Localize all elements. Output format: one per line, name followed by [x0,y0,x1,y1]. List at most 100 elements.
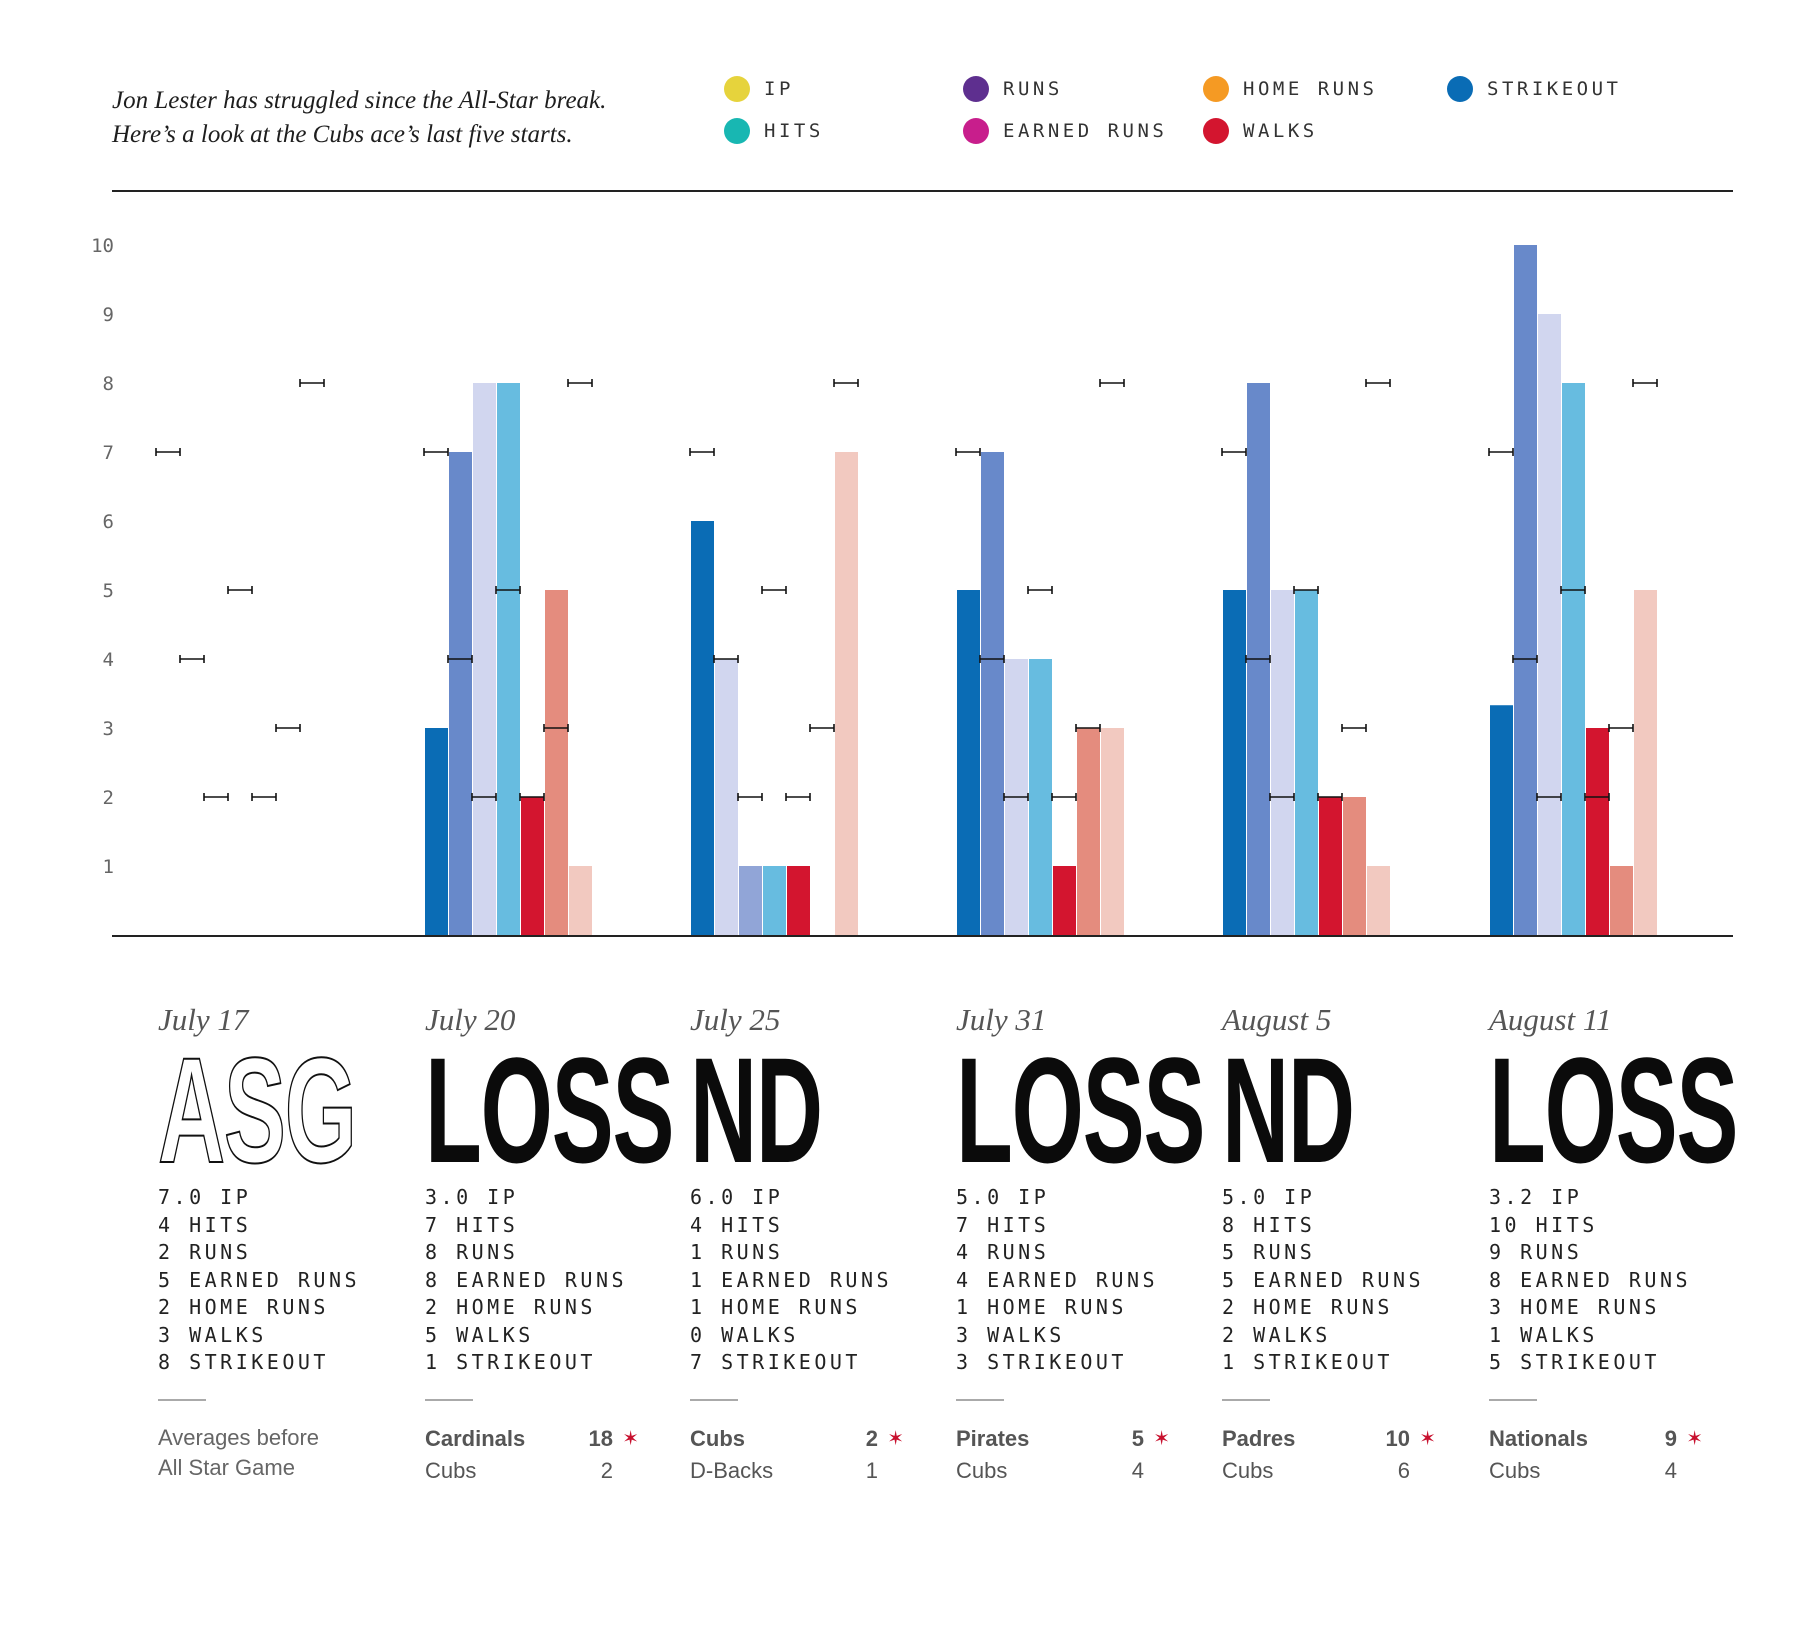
stat-line: 2 RUNS [158,1240,252,1264]
legend-item-home-runs: HOME RUNS [1203,76,1377,102]
stat-line: 5 EARNED RUNS [158,1267,361,1292]
legend-swatch-earned-runs [963,118,989,144]
separator [425,1398,473,1401]
game-column: July 25 ND 6.0 IP 4 HITS 1 RUNS 1 EARNED RUNS… [690,1000,930,1487]
team-runs: 5 [1131,1425,1144,1451]
legend-item-hits: HITS [724,118,824,144]
team-runs: 10 [1385,1425,1410,1451]
stat-list: 6.0 IP 4 HITS 1 RUNS 1 EARNED RUNS 1 HOME RU… [690,1184,930,1377]
stat-line: 9 RUNS [1489,1240,1583,1264]
score-row: Cardinals 18 ✶ [425,1423,665,1455]
game-column: August 5 ND 5.0 IP 8 HITS 5 RUNS 5 EARNED RUN… [1222,1000,1462,1487]
legend-swatch-strikeout [1447,76,1473,102]
bar-5-5 [1610,866,1633,935]
intro-line-2: Here’s a look at the Cubs ace’s last fiv… [112,121,573,148]
bar-5-3 [1562,383,1585,935]
stat-line: 5 RUNS [1222,1240,1316,1264]
final-score: Cardinals 18 ✶ Cubs 2 [425,1423,665,1487]
bar-2-6 [835,452,858,935]
winner-star-icon: ✶ [622,1427,639,1450]
winner-star-icon: ✶ [1419,1427,1436,1450]
legend-swatch-home-runs [1203,76,1229,102]
game-column: July 17 ASG 7.0 IP 4 HITS 2 RUNS 5 EARNED RUN… [157,1000,398,1483]
final-score: Padres 10 ✶ Cubs 6 [1222,1423,1462,1487]
bar-3-6 [1101,728,1124,935]
legend-swatch-walks [1203,118,1229,144]
averages-note: Averages before All Star Game [158,1423,398,1483]
stat-line: 2 HOME RUNS [1222,1295,1393,1319]
score-row: Nationals 9 ✶ [1489,1423,1729,1455]
y-tick-label: 3 [103,718,114,740]
score-row: Cubs 2 [425,1455,665,1487]
bar-4-4 [1319,797,1342,935]
stat-line: 8 HITS [1222,1212,1316,1237]
note-line: All Star Game [158,1454,295,1480]
game-date: July 25 [690,1002,781,1037]
y-tick-label: 10 [91,235,114,257]
stat-line: 3 WALKS [158,1322,267,1347]
team-runs: 6 [1397,1457,1410,1483]
stat-line: 8 STRIKEOUT [158,1350,329,1374]
stat-line: 7 HITS [956,1212,1050,1237]
team-runs: 9 [1664,1425,1677,1451]
bar-5-1 [1514,245,1537,935]
bar-5-4 [1586,728,1609,935]
bar-1-0 [425,728,448,935]
game-result: ND [690,1026,823,1194]
separator [158,1398,206,1401]
bar-5-6 [1634,590,1657,935]
bar-2-0 [691,521,714,935]
stat-line: 2 HOME RUNS [158,1295,329,1319]
stat-line: 10 HITS [1489,1212,1598,1237]
bar-5-2 [1538,314,1561,935]
game-date: July 20 [425,1002,516,1037]
stat-line: 2 WALKS [1222,1322,1331,1347]
stat-line: 7.0 IP [158,1185,252,1209]
winner-star-icon: ✶ [1153,1427,1170,1450]
stat-list: 3.2 IP 10 HITS 9 RUNS 8 EARNED RUNS 3 HOME R… [1489,1184,1729,1377]
game-date: August 11 [1489,1002,1612,1037]
game-column: July 20 LOSS 3.0 IP 7 HITS 8 RUNS 8 EARNED RU… [425,1000,674,1487]
team-name: Cubs [956,1457,1008,1483]
stat-line: 8 EARNED RUNS [1489,1267,1692,1292]
game-column: August 11 LOSS 3.2 IP 10 HITS 9 RUNS 8 EARNED… [1489,1000,1738,1487]
stat-list: 5.0 IP 7 HITS 4 RUNS 4 EARNED RUNS 1 HOME RU… [956,1184,1196,1377]
y-tick-label: 8 [103,373,114,395]
intro-text: Jon Lester has struggled since the All-S… [112,84,712,152]
bar-2-3 [763,866,786,935]
note-line: Averages before [158,1424,320,1450]
team-runs: 4 [1664,1457,1677,1483]
score-row: Cubs 4 [956,1455,1196,1487]
legend-label-hits: HITS [764,120,824,142]
score-row: Pirates 5 ✶ [956,1423,1196,1455]
bar-1-2 [473,383,496,935]
stat-line: 4 HITS [158,1212,252,1237]
bar-2-2 [739,866,762,935]
game-column: July 31 LOSS 5.0 IP 7 HITS 4 RUNS 4 EARNED RU… [956,1000,1205,1487]
stat-line: 2 HOME RUNS [425,1295,596,1319]
stat-line: 1 EARNED RUNS [690,1267,893,1292]
separator [1489,1398,1537,1401]
team-name: Nationals [1489,1425,1589,1451]
bar-3-5 [1077,728,1100,935]
stat-line: 7 HITS [425,1212,519,1237]
bar-chart: 1 2 3 4 5 6 7 8 9 10 [91,235,1733,937]
separator [956,1398,1004,1401]
legend-label-runs: RUNS [1003,78,1063,100]
score-row: Padres 10 ✶ [1222,1423,1462,1455]
stat-line: 5 WALKS [425,1322,534,1347]
stat-line: 1 STRIKEOUT [425,1350,596,1374]
game-result: LOSS [425,1026,674,1194]
stat-line: 8 RUNS [425,1240,519,1264]
separator [690,1398,738,1401]
legend-item-ip: IP [724,76,794,102]
game-result: ASG [157,1026,357,1194]
bar-3-3 [1029,659,1052,935]
stat-line: 8 EARNED RUNS [425,1267,628,1292]
bar-4-2 [1271,590,1294,935]
legend-item-strikeout: STRIKEOUT [1447,76,1621,102]
game-date: July 31 [956,1002,1047,1037]
team-name: D-Backs [690,1457,774,1483]
bar-5-0 [1490,705,1513,935]
winner-star-icon: ✶ [887,1427,904,1450]
